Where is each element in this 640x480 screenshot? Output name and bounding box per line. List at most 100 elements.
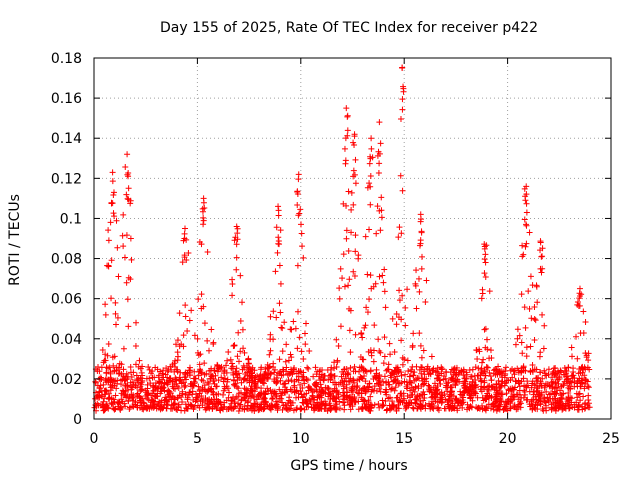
data-point: [418, 265, 425, 272]
data-point: [431, 380, 438, 387]
data-point: [342, 157, 349, 164]
data-point: [218, 363, 225, 370]
data-point: [123, 370, 130, 377]
data-point: [349, 385, 356, 392]
data-point: [550, 368, 557, 375]
data-point: [201, 205, 208, 212]
data-point: [358, 374, 365, 381]
data-point: [327, 376, 334, 383]
data-point: [205, 386, 212, 393]
x-axis-ticks: 0 5 10 15 20 25: [90, 58, 620, 447]
data-point: [172, 376, 179, 383]
data-point: [102, 311, 109, 318]
data-point: [193, 394, 200, 401]
data-point: [521, 216, 528, 223]
data-point: [245, 355, 252, 362]
data-point: [144, 391, 151, 398]
data-point: [281, 389, 288, 396]
data-point: [539, 375, 546, 382]
data-point: [329, 388, 336, 395]
data-point: [421, 395, 428, 402]
data-point: [476, 405, 483, 412]
data-point: [102, 351, 109, 358]
data-point: [234, 236, 241, 243]
data-point: [204, 337, 211, 344]
data-point: [376, 273, 383, 280]
data-point: [298, 369, 305, 376]
data-point: [387, 394, 394, 401]
data-point: [210, 340, 217, 347]
data-point: [131, 401, 138, 408]
data-point: [220, 391, 227, 398]
data-point: [402, 322, 409, 329]
data-point: [402, 405, 409, 412]
data-point: [232, 402, 239, 409]
data-point: [495, 363, 502, 370]
data-point: [336, 285, 343, 292]
data-point: [276, 262, 283, 269]
data-point: [254, 378, 261, 385]
data-point: [510, 368, 517, 375]
data-point: [538, 269, 545, 276]
data-point: [399, 187, 406, 194]
data-point: [112, 299, 119, 306]
data-point: [368, 135, 375, 142]
data-point: [442, 396, 449, 403]
data-point: [416, 288, 423, 295]
data-point: [267, 371, 274, 378]
data-point: [560, 405, 567, 412]
data-point: [107, 370, 114, 377]
data-point: [563, 377, 570, 383]
data-point: [146, 366, 153, 373]
data-point: [463, 375, 470, 382]
data-point: [113, 367, 120, 374]
data-point: [488, 377, 495, 384]
data-point: [399, 96, 406, 103]
data-point: [505, 377, 512, 384]
data-point: [439, 365, 446, 372]
data-point: [574, 301, 581, 308]
data-point: [345, 248, 352, 255]
data-point: [567, 394, 574, 401]
data-point: [366, 180, 373, 187]
data-point: [175, 403, 182, 410]
data-point: [467, 392, 474, 399]
data-point: [271, 369, 278, 376]
data-point: [136, 357, 143, 364]
data-point: [243, 377, 250, 384]
data-point: [276, 395, 283, 402]
data-point: [371, 383, 378, 390]
data-point: [486, 288, 493, 295]
data-point: [441, 391, 448, 398]
data-point: [333, 364, 340, 371]
data-point: [344, 112, 351, 119]
data-point: [287, 386, 294, 393]
data-point: [206, 347, 213, 354]
data-point: [318, 384, 325, 391]
data-point: [482, 325, 489, 332]
data-point: [432, 369, 439, 376]
data-point: [361, 324, 368, 331]
data-point: [397, 172, 404, 179]
data-point: [480, 370, 487, 377]
data-point: [514, 335, 521, 342]
data-point: [98, 393, 105, 400]
data-point: [529, 282, 536, 289]
data-point: [330, 402, 337, 409]
data-point: [378, 382, 385, 389]
data-point: [166, 388, 173, 395]
data-point: [172, 341, 179, 348]
data-point: [539, 405, 546, 412]
data-point: [167, 394, 174, 401]
data-point: [580, 308, 587, 315]
data-point: [339, 368, 346, 375]
data-point: [266, 351, 273, 358]
data-point: [348, 229, 355, 236]
data-point: [116, 370, 123, 377]
data-point: [571, 383, 578, 390]
data-point: [519, 242, 526, 249]
data-point: [103, 375, 110, 382]
data-point: [377, 227, 384, 234]
data-point: [406, 379, 413, 386]
data-point: [554, 397, 561, 404]
